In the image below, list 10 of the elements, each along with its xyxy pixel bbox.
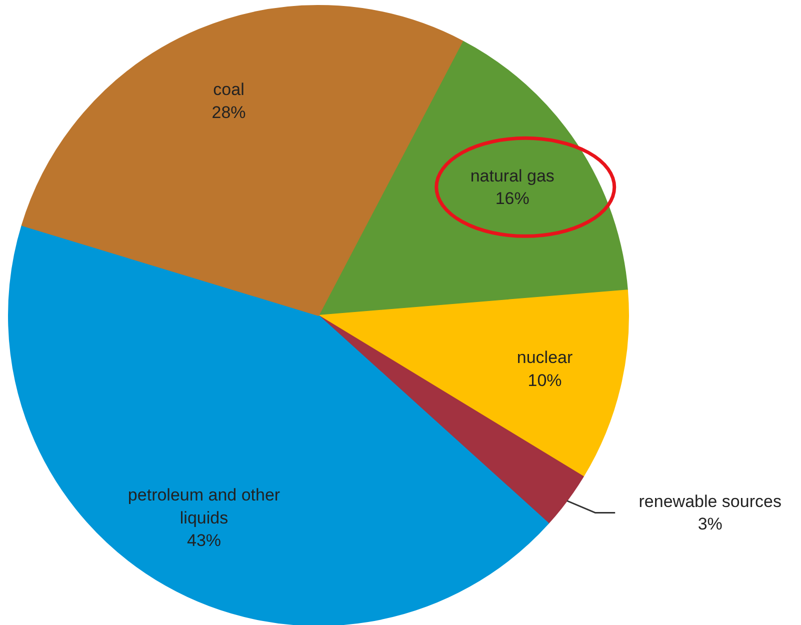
- data-label: 10%: [528, 370, 562, 390]
- slice-label: coal: [213, 80, 244, 100]
- slice-label: renewable sources: [638, 492, 782, 511]
- data-label: 28%: [212, 102, 246, 122]
- data-label: 3%: [698, 514, 722, 534]
- data-label: 43%: [187, 531, 222, 550]
- slice-label: petroleum and other liquids: [128, 486, 280, 528]
- slice-label: nuclear: [516, 348, 573, 368]
- data-label: 16%: [495, 189, 530, 208]
- slice-label: natural gas: [470, 166, 554, 186]
